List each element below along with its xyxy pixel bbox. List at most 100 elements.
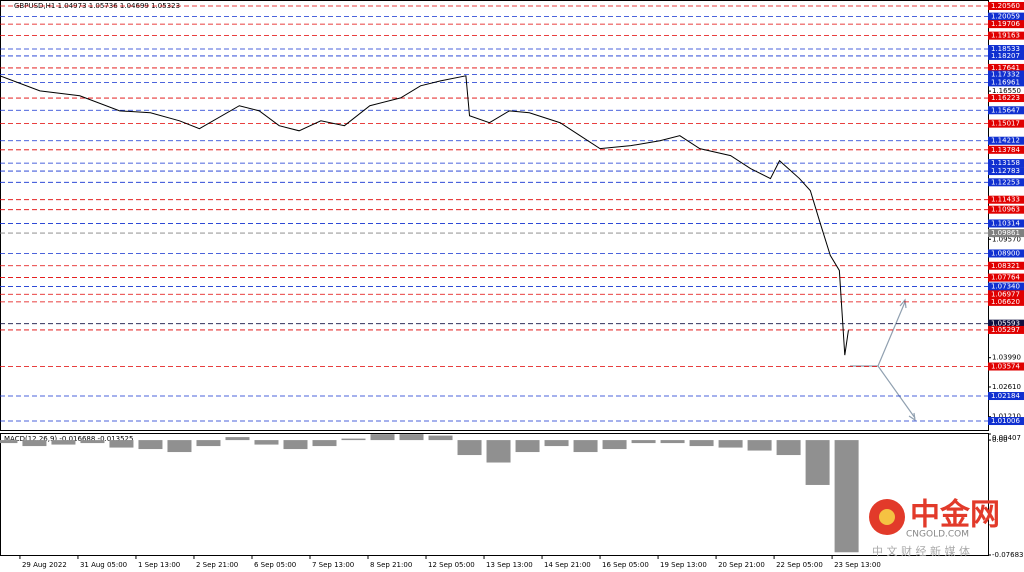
macd-title: MACD(12,26,9) -0.016688 -0.013525 [4,435,133,443]
level-label: 1.01006 [991,417,1020,425]
x-tick-label: 22 Sep 05:00 [776,561,823,569]
level-label: 1.14212 [991,137,1020,145]
level-box [988,94,1024,103]
level-box [988,159,1024,168]
macd-bar [283,440,308,450]
x-tick-label: 31 Aug 05:00 [80,561,127,569]
level-label: 1.12253 [991,178,1020,186]
level-label: 1.18533 [991,45,1020,53]
level-box [988,1,1024,10]
level-box [988,78,1024,87]
macd-bar [80,440,105,444]
macd-bar [341,438,366,441]
level-label: 1.07764 [991,274,1020,282]
level-label: 1.08321 [991,262,1020,270]
y-tick-label: -0.07683 [992,551,1023,559]
macd-bar [0,440,18,444]
watermark-name: 中金网 [910,498,1000,533]
level-box [988,205,1024,214]
macd-bar [312,440,337,447]
arrows [850,298,916,422]
level-box [988,219,1024,228]
x-tick-label: 29 Aug 2022 [22,561,67,569]
level-label: 1.03574 [991,363,1020,371]
arrow [850,298,916,422]
macd-bar [254,440,279,445]
macd-bar [631,440,656,444]
level-label: 1.05297 [991,326,1020,334]
level-box [988,31,1024,40]
macd-bar [834,440,859,553]
macd-bar [370,434,395,441]
macd-bar [167,440,192,453]
level-box [988,178,1024,187]
level-label: 1.20560 [991,2,1020,10]
macd-bar [51,440,76,445]
macd-bar [22,440,47,447]
level-box [988,319,1024,328]
x-tick-label: 7 Sep 13:00 [312,561,354,569]
level-label: 1.06977 [991,290,1020,298]
logo [879,509,895,525]
level-box [988,325,1024,334]
x-tick-label: 1 Sep 13:00 [138,561,180,569]
price-line [0,75,849,356]
level-box [988,167,1024,176]
macd-bar [515,440,540,453]
level-label: 1.09861 [991,229,1020,237]
x-tick-label: 16 Sep 05:00 [602,561,649,569]
level-label: 1.19706 [991,20,1020,28]
x-tick-label: 23 Sep 13:00 [834,561,881,569]
level-label: 1.15647 [991,106,1020,114]
macd-bar [225,437,250,441]
level-box [988,119,1024,128]
level-box [988,51,1024,60]
level-label: 1.11433 [991,196,1020,204]
level-box [988,282,1024,291]
level-box [988,249,1024,258]
x-tick-label: 6 Sep 05:00 [254,561,296,569]
macd-bar [805,440,830,485]
watermark-slogan: 中 文 财 经 新 媒 体 [872,544,970,558]
x-tick-label: 2 Sep 21:00 [196,561,238,569]
level-label: 1.17641 [991,64,1020,72]
macd-bar [573,440,598,453]
level-label: 1.19163 [991,32,1020,40]
level-label: 1.17332 [991,71,1020,79]
level-label: 1.05593 [991,320,1020,328]
y-tick-label: 0.00 [992,436,1008,444]
level-box [988,20,1024,29]
level-label: 1.20059 [991,13,1020,21]
y-tick-label: 1.09570 [992,235,1021,243]
main-frame [0,0,989,431]
macd-bar [660,440,685,444]
level-box [988,273,1024,282]
level-box [988,12,1024,21]
level-box [988,63,1024,72]
level-box [988,392,1024,401]
x-tick-label: 13 Sep 13:00 [486,561,533,569]
level-label: 1.12783 [991,167,1020,175]
y-tick-label: 1.02610 [992,383,1021,391]
level-box [988,106,1024,115]
level-label: 1.13158 [991,159,1020,167]
level-label: 1.07340 [991,283,1020,291]
level-label: 1.13784 [991,146,1020,154]
macd-bar [399,434,424,441]
level-label: 1.18207 [991,52,1020,60]
watermark: 中金网 CNGOLD.COM 中 文 财 经 新 媒 体 [869,498,1000,558]
level-label: 1.10963 [991,206,1020,214]
x-tick-label: 12 Sep 05:00 [428,561,475,569]
x-tick-label: 8 Sep 21:00 [370,561,412,569]
level-label: 1.08900 [991,249,1020,257]
level-box [988,70,1024,79]
x-tick-label: 19 Sep 13:00 [660,561,707,569]
level-label: 1.16961 [991,78,1020,86]
level-box [988,362,1024,371]
macd-bar [602,440,627,450]
macd-bar [109,440,134,448]
macd-bar [457,440,482,456]
y-tick-label: 1.16550 [992,87,1021,95]
